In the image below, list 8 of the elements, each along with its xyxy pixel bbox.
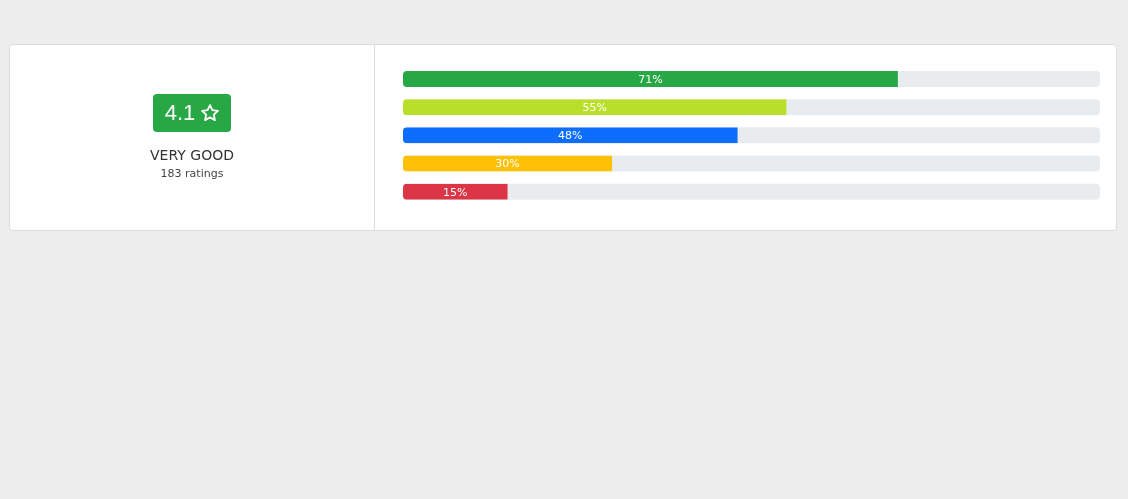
data-label: 30%: [495, 157, 520, 171]
data-label: 48%: [558, 129, 583, 143]
text: 183 ratings: [160, 166, 224, 181]
text: VERY GOOD: [150, 146, 234, 165]
data-label: 55%: [582, 101, 607, 115]
data-label: 71%: [638, 72, 663, 86]
data-label: 15%: [443, 185, 468, 199]
text: 4.1: [164, 100, 196, 125]
